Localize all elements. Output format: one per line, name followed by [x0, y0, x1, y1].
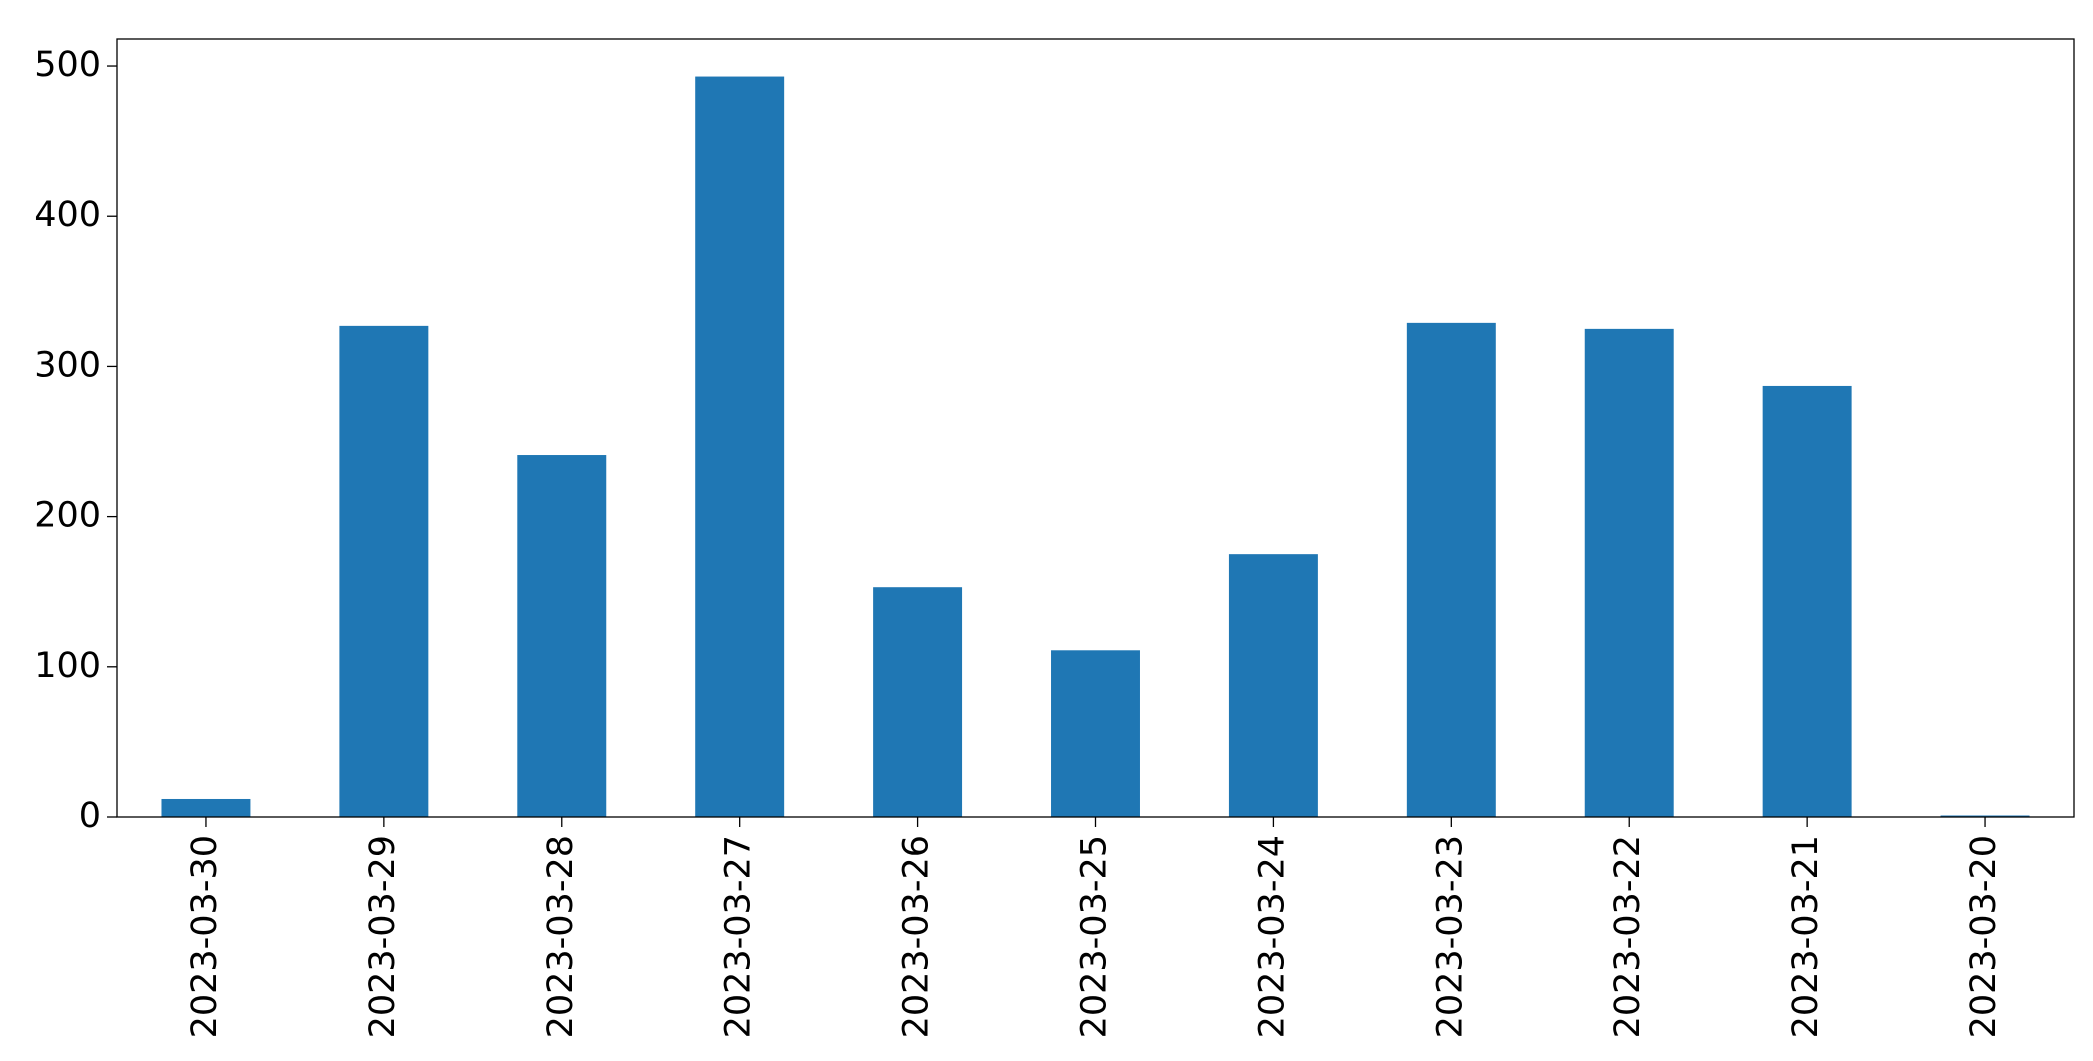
- y-tick-label: 200: [34, 496, 101, 536]
- bar: [873, 587, 963, 817]
- x-tick-label: 2023-03-21: [1786, 835, 1826, 1038]
- x-tick-label: 2023-03-28: [541, 835, 581, 1038]
- bar: [1051, 650, 1140, 817]
- bar: [1584, 328, 1674, 817]
- x-tick-label: 2023-03-23: [1430, 835, 1470, 1038]
- bar: [1762, 385, 1852, 817]
- x-tick-label: 2023-03-29: [363, 835, 403, 1038]
- bar: [1406, 322, 1496, 817]
- bar: [161, 798, 251, 817]
- bar: [1228, 554, 1318, 817]
- x-tick-label: 2023-03-27: [719, 835, 759, 1038]
- x-tick-label: 2023-03-20: [1964, 835, 2004, 1038]
- y-tick-label: 0: [79, 796, 101, 836]
- x-tick-label: 2023-03-26: [897, 835, 937, 1038]
- bar: [339, 325, 429, 817]
- x-tick-label: 2023-03-25: [1075, 835, 1115, 1038]
- bar: [517, 455, 607, 817]
- plot-frame: [116, 38, 2075, 818]
- y-tick-label: 100: [34, 646, 101, 686]
- y-tick-label: 400: [34, 195, 101, 235]
- bar: [695, 76, 785, 817]
- bar: [1940, 815, 2030, 817]
- x-tick-label: 2023-03-24: [1252, 835, 1292, 1038]
- y-tick-label: 500: [34, 45, 101, 85]
- x-tick-label: 2023-03-22: [1608, 835, 1648, 1038]
- x-tick-label: 2023-03-30: [185, 835, 225, 1038]
- y-tick-label: 300: [34, 345, 101, 385]
